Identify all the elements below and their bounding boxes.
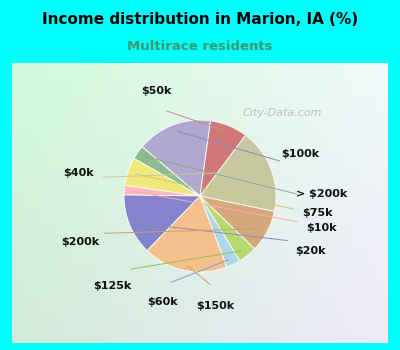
Text: $40k: $40k	[63, 168, 94, 178]
Wedge shape	[124, 186, 200, 196]
Text: $125k: $125k	[94, 281, 132, 291]
Wedge shape	[200, 196, 274, 249]
Wedge shape	[200, 121, 246, 196]
Wedge shape	[125, 159, 200, 196]
Wedge shape	[200, 196, 255, 261]
Text: $200k: $200k	[61, 237, 99, 247]
Wedge shape	[134, 147, 200, 196]
Text: $60k: $60k	[147, 298, 177, 307]
Text: $100k: $100k	[281, 149, 319, 159]
Text: > $200k: > $200k	[296, 189, 347, 200]
Text: $50k: $50k	[141, 86, 171, 96]
Text: City-Data.com: City-Data.com	[243, 108, 322, 118]
Wedge shape	[124, 195, 200, 251]
Text: Income distribution in Marion, IA (%): Income distribution in Marion, IA (%)	[42, 12, 358, 27]
Wedge shape	[200, 135, 276, 211]
Text: Multirace residents: Multirace residents	[127, 40, 273, 53]
Wedge shape	[200, 196, 240, 267]
Text: $10k: $10k	[306, 223, 337, 233]
Text: $20k: $20k	[295, 246, 326, 256]
Text: $150k: $150k	[196, 301, 234, 311]
Wedge shape	[142, 120, 210, 196]
Text: $75k: $75k	[302, 208, 333, 218]
Wedge shape	[147, 196, 227, 272]
